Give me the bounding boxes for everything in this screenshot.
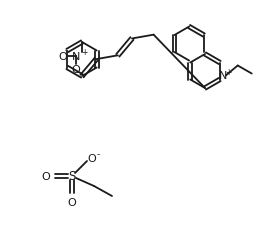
Text: -: -: [96, 150, 100, 159]
Text: O: O: [68, 197, 76, 207]
Text: O: O: [87, 153, 96, 163]
Text: N: N: [219, 71, 227, 81]
Text: +: +: [81, 48, 87, 57]
Text: O: O: [72, 65, 80, 75]
Text: -: -: [64, 46, 68, 55]
Text: O: O: [42, 171, 51, 181]
Text: S: S: [68, 170, 76, 183]
Text: N: N: [72, 52, 80, 62]
Text: +: +: [225, 68, 232, 77]
Text: O: O: [59, 52, 67, 62]
